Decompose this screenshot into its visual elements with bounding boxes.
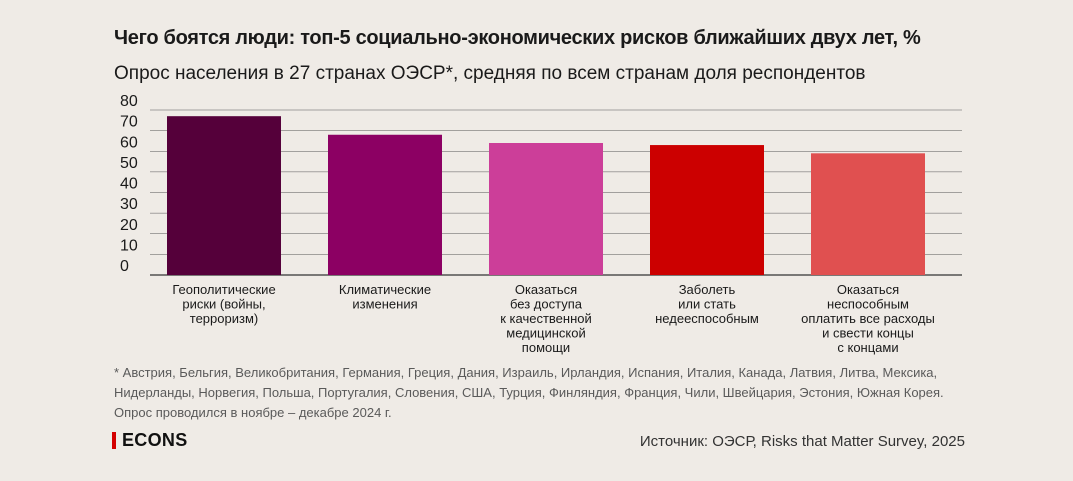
category-label: Климатические изменения	[339, 282, 431, 312]
chart-title: Чего боятся люди: топ-5 социально-эконом…	[114, 27, 921, 49]
category-labels: Геополитические риски (войны, терроризм) Кл…	[172, 282, 935, 355]
category-label: Геополитические риски (войны, терроризм)	[172, 282, 275, 326]
bar	[811, 153, 925, 275]
category-label-line: помощи	[522, 340, 570, 355]
category-label-line: Оказаться	[515, 282, 577, 297]
chart-subtitle: Опрос населения в 27 странах ОЭСР*, сред…	[114, 63, 866, 84]
category-label-line: Заболеть	[679, 282, 736, 297]
logo-bar-icon	[112, 432, 116, 449]
y-tick-label: 10	[120, 237, 138, 254]
y-tick-label: 30	[120, 196, 138, 213]
category-label-line: риски (войны,	[182, 297, 265, 312]
category-label-line: оплатить все расходы	[801, 311, 935, 326]
y-tick-label: 70	[120, 114, 138, 131]
y-axis-ticks: 0 10 20 30 40 50 60 70 80	[120, 93, 138, 275]
bar	[650, 145, 764, 275]
bar-chart: 0 10 20 30 40 50 60 70 80 Геополитические риски (…	[120, 93, 962, 355]
category-label-line: Климатические	[339, 282, 431, 297]
category-label-line: или стать	[678, 297, 736, 312]
category-label-line: с концами	[837, 340, 898, 355]
y-tick-label: 80	[120, 93, 138, 110]
category-label-line: терроризм)	[190, 311, 258, 326]
category-label-line: к качественной	[500, 311, 592, 326]
category-label: Заболеть или стать недееспособным	[655, 282, 759, 326]
category-label-line: Геополитические	[172, 282, 275, 297]
category-label: Оказаться неспособным оплатить все расходы…	[801, 282, 935, 355]
bars	[167, 116, 925, 275]
y-tick-label: 50	[120, 155, 138, 172]
y-tick-label: 40	[120, 176, 138, 193]
category-label-line: недееспособным	[655, 311, 759, 326]
category-label-line: без доступа	[510, 297, 583, 312]
category-label-line: Оказаться	[837, 282, 899, 297]
category-label-line: изменения	[352, 297, 417, 312]
category-label-line: и свести концы	[822, 326, 914, 341]
category-label: Оказаться без доступа к качественной медици…	[500, 282, 592, 355]
category-label-line: неспособным	[827, 297, 909, 312]
y-tick-label: 60	[120, 134, 138, 151]
footnote: * Австрия, Бельгия, Великобритания, Герм…	[114, 365, 944, 420]
logo-text: ECONS	[122, 430, 188, 450]
bar	[167, 116, 281, 275]
bar	[328, 134, 442, 275]
econs-logo[interactable]: ECONS	[112, 430, 188, 451]
bar	[489, 143, 603, 275]
category-label-line: медицинской	[506, 326, 585, 341]
source-note: Источник: ОЭСР, Risks that Matter Survey…	[639, 433, 965, 450]
y-tick-label: 0	[120, 258, 129, 275]
y-tick-label: 20	[120, 217, 138, 234]
